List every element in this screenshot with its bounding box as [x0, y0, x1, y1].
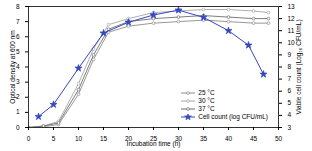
- svg-text:0: 0: [27, 135, 31, 142]
- svg-text:Optical density at 600 nm: Optical density at 600 nm: [9, 30, 17, 103]
- svg-text:5: 5: [52, 135, 56, 142]
- svg-text:3: 3: [288, 124, 292, 131]
- svg-text:15: 15: [100, 135, 108, 142]
- svg-text:10: 10: [75, 135, 83, 142]
- html-text:30 °C: 30 °C: [198, 97, 215, 104]
- svg-text:8: 8: [288, 63, 292, 70]
- svg-text:9: 9: [288, 51, 292, 58]
- svg-text:2: 2: [16, 93, 20, 100]
- html-text:25 °C: 25 °C: [198, 89, 215, 96]
- svg-text:4: 4: [16, 63, 20, 70]
- svg-text:4: 4: [288, 111, 292, 118]
- svg-text:6: 6: [16, 33, 20, 40]
- html-text:37 °C: 37 °C: [198, 105, 215, 112]
- svg-text:3: 3: [16, 78, 20, 85]
- html-text:Cell count (log CFU/mL): Cell count (log CFU/mL): [198, 113, 268, 120]
- svg-text:7: 7: [16, 18, 20, 25]
- svg-text:Incubation time (h): Incubation time (h): [127, 140, 181, 148]
- svg-text:13: 13: [288, 3, 296, 10]
- svg-text:10: 10: [287, 38, 295, 46]
- svg-text:12: 12: [287, 14, 295, 22]
- svg-text:45: 45: [250, 135, 258, 142]
- svg-text:1: 1: [16, 108, 20, 115]
- svg-text:6: 6: [288, 87, 292, 94]
- svg-text:50: 50: [275, 135, 283, 142]
- svg-text:8: 8: [16, 3, 20, 10]
- svg-text:35: 35: [200, 135, 208, 142]
- svg-text:40: 40: [225, 135, 233, 142]
- svg-text:0: 0: [16, 124, 20, 131]
- svg-text:11: 11: [287, 26, 295, 34]
- svg-text:5: 5: [288, 99, 292, 106]
- svg-text:5: 5: [16, 48, 20, 55]
- svg-text:Viable cell count (Log₁₀ CFU/m: Viable cell count (Log₁₀ CFU/mL): [295, 19, 303, 114]
- svg-text:7: 7: [288, 75, 292, 82]
